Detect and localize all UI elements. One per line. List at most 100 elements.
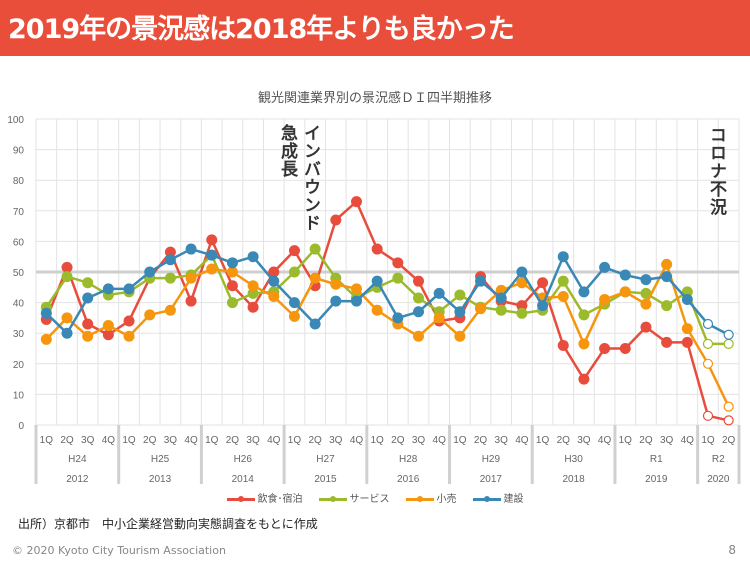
series-line-3 [45,247,730,336]
x-tick-label: 2Q [308,435,322,446]
data-point [619,269,631,281]
x-era-label: H28 [399,454,418,465]
data-point [144,266,156,278]
data-point [537,300,549,312]
data-point [40,307,52,319]
x-tick-label: 3Q [495,435,509,446]
data-point [82,318,94,330]
y-tick-label: 70 [13,207,25,218]
data-point [288,310,300,322]
data-point [268,266,280,278]
x-year-label: 2015 [314,474,337,485]
data-point [123,315,135,327]
data-point [557,275,569,287]
data-point [640,274,652,286]
data-point-forecast [702,318,714,330]
data-point [330,278,342,290]
data-point [640,298,652,310]
data-point [247,251,259,263]
data-point [226,266,238,278]
data-point [226,280,238,292]
data-point [102,283,114,295]
x-tick-label: 3Q [577,435,591,446]
legend-swatch [405,495,434,502]
data-point [309,243,321,255]
x-era-label: H29 [482,454,501,465]
legend-label: 小売 [436,494,457,505]
annotation-corona: コロナ不況 [706,126,726,216]
x-year-label: 2014 [232,474,255,485]
data-point-forecast [702,410,714,421]
data-point [681,336,693,348]
data-point [619,343,631,354]
x-year-label: 2017 [480,474,503,485]
data-point [392,272,404,284]
data-point [185,272,197,284]
data-point [661,258,673,270]
data-point [164,304,176,316]
data-point [475,303,487,315]
data-point [681,294,693,306]
x-tick-label: 1Q [701,435,715,446]
x-era-label: H24 [68,454,87,465]
x-year-label: 2019 [645,474,668,485]
data-point [454,289,466,301]
x-tick-label: 2Q [143,435,157,446]
legend-item: サービス [318,490,390,505]
x-tick-label: 2Q [639,435,653,446]
x-tick-label: 1Q [536,435,550,446]
x-tick-label: 2Q [391,435,405,446]
data-point [557,339,569,351]
data-point [144,309,156,321]
data-point [557,251,569,263]
legend-item: 飲食･宿泊 [226,490,303,505]
x-tick-label: 2Q [60,435,74,446]
data-point [288,245,300,257]
y-tick-label: 40 [13,299,25,310]
data-point [495,292,507,304]
x-tick-label: 3Q [81,435,95,446]
data-point [516,277,528,289]
data-point [330,295,342,307]
x-era-label: R2 [712,454,725,465]
x-year-label: 2012 [66,474,89,485]
data-point [495,304,507,316]
x-tick-label: 2Q [474,435,488,446]
data-point [206,263,218,275]
data-point [40,333,52,345]
data-point [247,287,259,299]
legend-item: 小売 [405,490,457,505]
data-point [433,287,445,299]
chart-legend: 飲食･宿泊 サービス 小売 建設 [0,490,750,505]
source-note: 出所）京都市 中小企業経営動向実態調査をもとに作成 [18,517,318,531]
x-tick-label: 4Q [102,435,116,446]
x-tick-label: 4Q [515,435,529,446]
y-tick-label: 80 [13,176,25,187]
data-point [61,312,73,324]
x-year-label: 2016 [397,474,420,485]
x-era-label: H26 [234,454,253,465]
data-point [661,336,673,348]
x-tick-label: 2Q [557,435,571,446]
data-point [578,338,590,350]
data-point [661,271,673,283]
data-point [226,257,238,269]
data-point [247,280,259,292]
x-tick-label: 3Q [164,435,178,446]
data-point [557,290,569,302]
data-point [661,300,673,312]
x-year-label: 2020 [707,474,730,485]
y-tick-label: 20 [13,360,25,371]
legend-label: サービス [349,494,390,505]
data-point [185,295,197,307]
x-tick-label: 1Q [288,435,302,446]
data-point [226,297,238,309]
data-point [475,275,487,287]
data-point [288,266,300,278]
data-point [578,309,590,321]
data-point [537,277,549,289]
annotation-rapid-growth: 急成長 [277,124,297,178]
x-tick-label: 2Q [226,435,240,446]
data-point [82,330,94,342]
